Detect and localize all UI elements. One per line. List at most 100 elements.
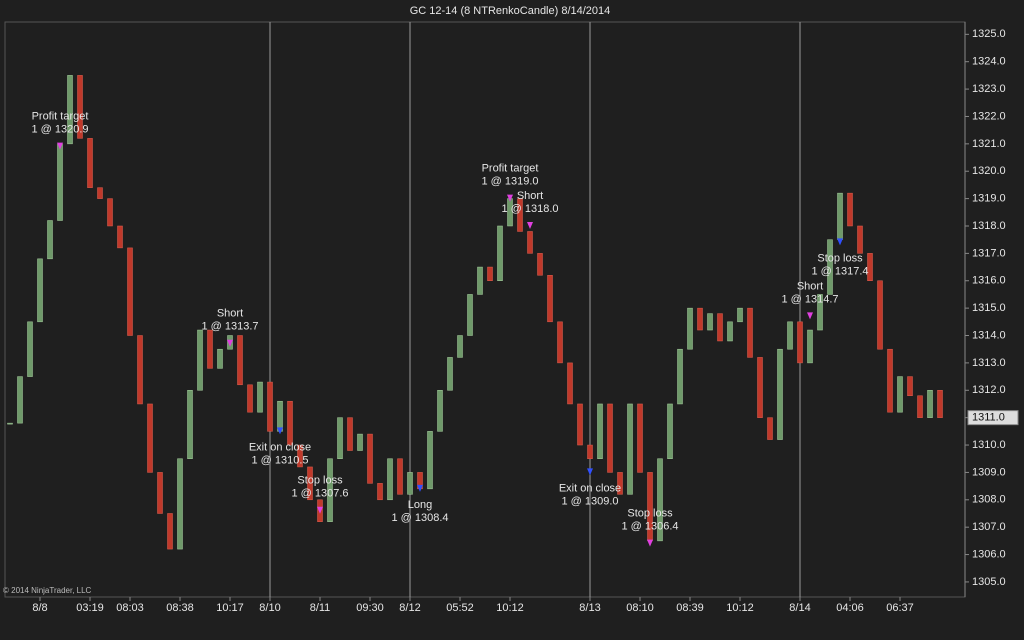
trade-detail: 1 @ 1308.4: [391, 512, 448, 524]
x-tick-label: 10:12: [496, 602, 524, 614]
renko-candle: [767, 417, 773, 440]
y-tick-label: 1305.0: [972, 576, 1006, 588]
trade-detail: 1 @ 1310.5: [251, 454, 308, 466]
renko-candle: [207, 329, 213, 369]
x-tick-label: 8/13: [579, 602, 600, 614]
trade-detail: 1 @ 1319.0: [481, 176, 538, 188]
trade-label: Exit on close: [559, 482, 621, 494]
renko-candle: [697, 307, 703, 331]
renko-candle: [657, 458, 663, 542]
x-tick-label: 08:03: [116, 602, 144, 614]
x-tick-label: 03:19: [76, 602, 104, 614]
x-tick-label: 06:37: [886, 602, 914, 614]
renko-candle: [837, 192, 843, 240]
last-price-label: 1311.0: [972, 412, 1005, 424]
trade-detail: 1 @ 1317.4: [811, 265, 868, 277]
renko-candle: [747, 307, 753, 358]
x-tick-label: 08:39: [676, 602, 704, 614]
trade-marker: [507, 194, 513, 202]
renko-candle: [857, 225, 863, 254]
y-tick-label: 1315.0: [972, 302, 1006, 314]
trade-marker: [837, 238, 843, 246]
renko-candle: [487, 266, 493, 281]
renko-candle: [217, 348, 223, 369]
renko-candle: [607, 403, 613, 473]
renko-candle: [107, 198, 113, 227]
trade-label: Stop loss: [627, 508, 673, 520]
trade-label: Stop loss: [817, 252, 863, 264]
renko-candle: [757, 357, 763, 418]
renko-candle: [927, 390, 933, 418]
y-tick-label: 1314.0: [972, 329, 1006, 341]
y-tick-label: 1325.0: [972, 28, 1006, 40]
renko-candle: [557, 321, 563, 364]
last-price-box: [967, 410, 1019, 426]
renko-candle: [197, 329, 203, 391]
trade-marker: [277, 427, 283, 435]
x-tick-label: 8/12: [399, 602, 420, 614]
renko-candle: [817, 294, 823, 331]
renko-candle: [457, 335, 463, 358]
renko-candle: [907, 376, 913, 397]
trade-marker: [57, 142, 63, 150]
renko-candle: [497, 225, 503, 282]
renko-candle: [527, 231, 533, 254]
renko-candle: [327, 458, 333, 522]
renko-candle: [567, 362, 573, 405]
x-tick-label: 10:12: [726, 602, 754, 614]
trade-detail: 1 @ 1306.4: [621, 521, 678, 533]
copyright: © 2014 NinjaTrader, LLC: [3, 586, 92, 595]
renko-candle: [77, 75, 83, 139]
trade-detail: 1 @ 1314.7: [781, 293, 838, 305]
renko-candle: [867, 253, 873, 282]
renko-candle: [777, 348, 783, 440]
renko-candle: [827, 239, 833, 295]
renko-candle: [517, 198, 523, 232]
trade-marker: [317, 506, 323, 514]
renko-candle: [737, 307, 743, 323]
renko-candle: [717, 313, 723, 342]
renko-candle: [577, 403, 583, 446]
renko-candle: [537, 253, 543, 276]
trade-marker: [527, 221, 533, 229]
y-tick-label: 1310.0: [972, 439, 1006, 451]
trade-label: Profit target: [482, 163, 539, 175]
renko-candle: [677, 348, 683, 405]
trade-marker: [417, 484, 423, 492]
trade-label: Short: [217, 308, 243, 320]
trade-marker: [587, 468, 593, 476]
renko-candle: [437, 390, 443, 432]
x-tick-label: 09:30: [356, 602, 384, 614]
x-tick-label: 05:52: [446, 602, 474, 614]
x-tick-label: 8/8: [32, 602, 47, 614]
trade-label: Short: [797, 280, 823, 292]
y-tick-label: 1317.0: [972, 247, 1006, 259]
renko-candle: [897, 376, 903, 413]
y-tick-label: 1320.0: [972, 165, 1006, 177]
renko-candle: [637, 403, 643, 473]
renko-candle: [387, 458, 393, 501]
renko-candle: [267, 381, 273, 432]
y-tick-label: 1323.0: [972, 83, 1006, 95]
renko-candle: [467, 294, 473, 336]
renko-candle: [367, 433, 373, 484]
renko-candle: [357, 433, 363, 451]
renko-candle: [177, 458, 183, 550]
renko-candle: [137, 335, 143, 405]
trade-marker: [807, 312, 813, 320]
renko-candle: [87, 138, 93, 188]
renko-candle: [627, 403, 633, 495]
renko-candle: [797, 321, 803, 364]
y-tick-label: 1307.0: [972, 521, 1006, 533]
x-tick-label: 08:10: [626, 602, 654, 614]
renko-candle: [57, 143, 63, 221]
renko-candle: [67, 75, 73, 145]
renko-candle: [147, 403, 153, 473]
renko-candle: [667, 403, 673, 459]
renko-candle: [37, 258, 43, 323]
x-tick-label: 04:06: [836, 602, 864, 614]
trade-marker: [227, 339, 233, 347]
y-tick-label: 1306.0: [972, 548, 1006, 560]
y-tick-label: 1313.0: [972, 357, 1006, 369]
